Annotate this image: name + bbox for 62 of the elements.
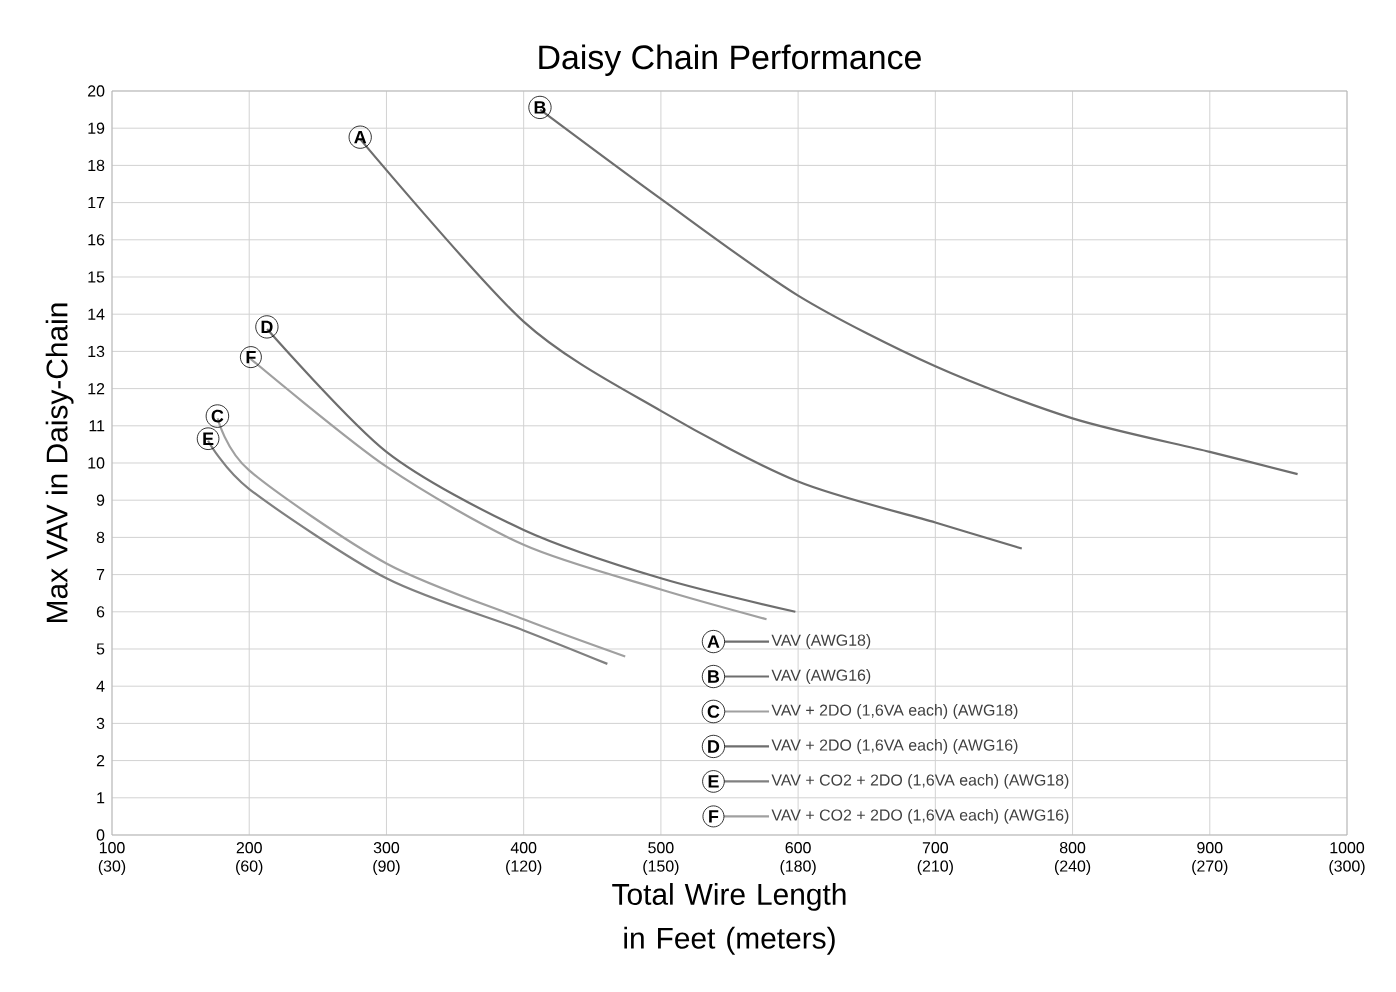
y-tick-label: 3 xyxy=(96,717,105,730)
legend-label: VAV + 2DO (1,6VA each) (AWG16) xyxy=(771,739,1018,754)
x-tick-label: 1000 xyxy=(1330,842,1365,854)
x2-tick-label: (150) xyxy=(643,860,679,875)
y-tick-label: 10 xyxy=(88,457,105,469)
annotation: E xyxy=(203,432,214,445)
annotation: B xyxy=(534,101,546,114)
x-tick-label: 800 xyxy=(1059,842,1086,854)
y-tick-label: 16 xyxy=(88,234,105,246)
x2-tick-label: (30) xyxy=(98,860,126,875)
y-tick-label: 11 xyxy=(89,420,105,432)
y-tick-label: 13 xyxy=(88,345,105,358)
text: C xyxy=(707,705,720,718)
text: A xyxy=(707,635,720,648)
y-tick-label: 9 xyxy=(96,494,105,506)
y-tick-label: 6 xyxy=(96,606,105,618)
legend-label: VAV (AWG16) xyxy=(771,669,871,684)
annotation: F xyxy=(246,350,256,364)
y-tick-label: 7 xyxy=(96,569,105,581)
legend-label: VAV + CO2 + 2DO (1,6VA each) (AWG16) xyxy=(771,808,1069,824)
y-tick-label: 1 xyxy=(97,792,105,804)
legend-label: VAV + 2DO (1,6VA each) (AWG18) xyxy=(771,704,1018,719)
annotation: D xyxy=(261,320,273,334)
x2-tick-label: (180) xyxy=(780,860,816,875)
y-tick-label: 2 xyxy=(96,755,105,767)
x2-tick-label: (60) xyxy=(236,860,263,875)
x2-tick-label: (120) xyxy=(506,860,542,875)
y-tick-label: 20 xyxy=(88,85,105,97)
y-tick-label: 4 xyxy=(96,680,105,692)
annotation: A xyxy=(354,131,367,144)
x-tick-label: 400 xyxy=(510,842,537,854)
text: E xyxy=(708,775,719,788)
y-tick-label: 17 xyxy=(88,197,105,209)
x2-tick-label: (240) xyxy=(1054,860,1091,875)
x2-tick-label: (270) xyxy=(1192,860,1228,875)
x-tick-label: 300 xyxy=(373,842,400,854)
legend-label: VAV (AWG18) xyxy=(771,634,871,649)
y-tick-label: 18 xyxy=(88,159,105,172)
x-tick-label: 900 xyxy=(1197,842,1223,854)
x2-tick-label: (300) xyxy=(1329,860,1365,875)
y-tick-label: 19 xyxy=(88,122,105,134)
y-axis-title: Max VAV in Daisy-Chain xyxy=(45,303,74,622)
x-tick-label: 100 xyxy=(99,842,125,854)
x-tick-label: 700 xyxy=(922,842,949,854)
x-axis-title: Total Wire Length in Feet (meters) xyxy=(612,883,846,955)
text: B xyxy=(708,670,720,683)
annotation: C xyxy=(211,409,224,423)
x-tick-label: 500 xyxy=(648,842,674,854)
y-tick-label: 5 xyxy=(96,643,105,655)
legend-label: VAV + CO2 + 2DO (1,6VA each) (AWG18) xyxy=(771,773,1069,789)
x-tick-label: 200 xyxy=(236,842,262,854)
y-tick-label: 0 xyxy=(96,829,105,841)
y-tick-label: 14 xyxy=(88,308,105,320)
x-tick-label: 600 xyxy=(785,842,811,854)
x2-tick-label: (210) xyxy=(917,860,953,875)
text: F xyxy=(709,810,719,823)
x2-tick-label: (90) xyxy=(373,860,400,875)
y-tick-label: 12 xyxy=(88,383,105,395)
chart-title: Daisy Chain Performance xyxy=(539,44,921,76)
y-tick-label: 8 xyxy=(96,531,105,544)
text: D xyxy=(708,740,720,753)
y-tick-label: 15 xyxy=(88,271,105,283)
